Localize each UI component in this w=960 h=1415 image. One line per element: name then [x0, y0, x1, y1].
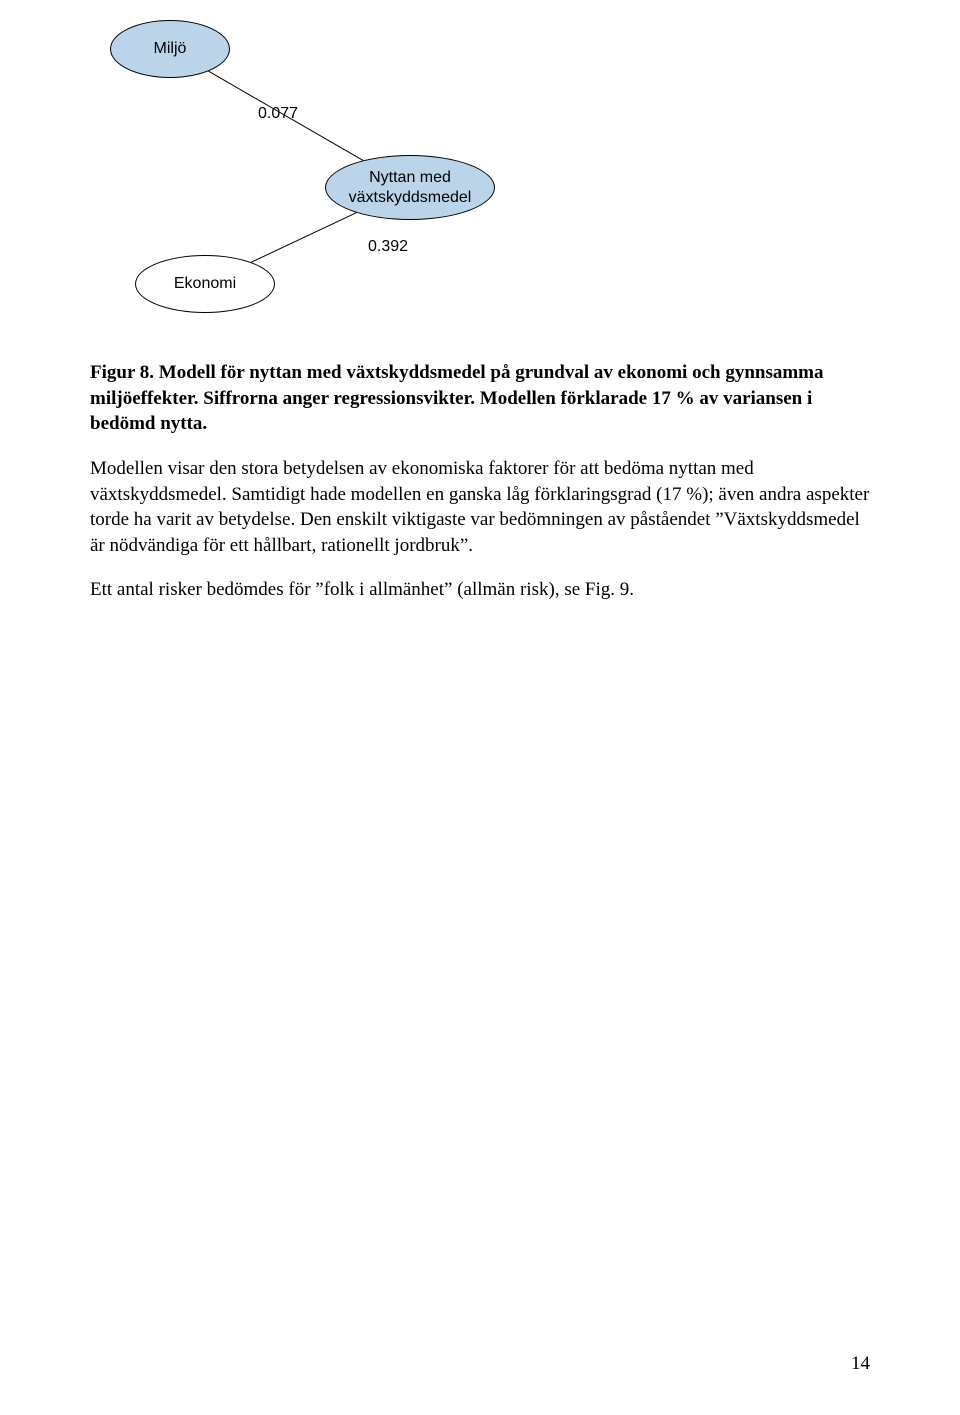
edge-label-ekonomi-nyttan: 0.392 — [368, 238, 408, 256]
body-paragraph-2: Ett antal risker bedömdes för ”folk i al… — [90, 577, 870, 603]
page-number: 14 — [851, 1353, 870, 1375]
figure-8-diagram: Miljö Ekonomi Nyttan medväxtskyddsmedel 0.0… — [90, 10, 870, 350]
body-paragraph-1: Modellen visar den stora betydelsen av e… — [90, 456, 870, 559]
page: Miljö Ekonomi Nyttan medväxtskyddsmedel 0.0… — [0, 10, 960, 1415]
node-miljo: Miljö — [110, 20, 230, 78]
figure-caption: Figur 8. Modell för nyttan med växtskydd… — [90, 360, 870, 437]
node-nyttan: Nyttan medväxtskyddsmedel — [325, 155, 495, 220]
edge-ekonomi-nyttan — [251, 213, 356, 263]
edge-label-miljo-nyttan: 0.077 — [258, 105, 298, 123]
node-ekonomi: Ekonomi — [135, 255, 275, 313]
figure-caption-text: Modell för nyttan med växtskyddsmedel på… — [90, 362, 824, 434]
figure-number: Figur 8. — [90, 362, 154, 383]
